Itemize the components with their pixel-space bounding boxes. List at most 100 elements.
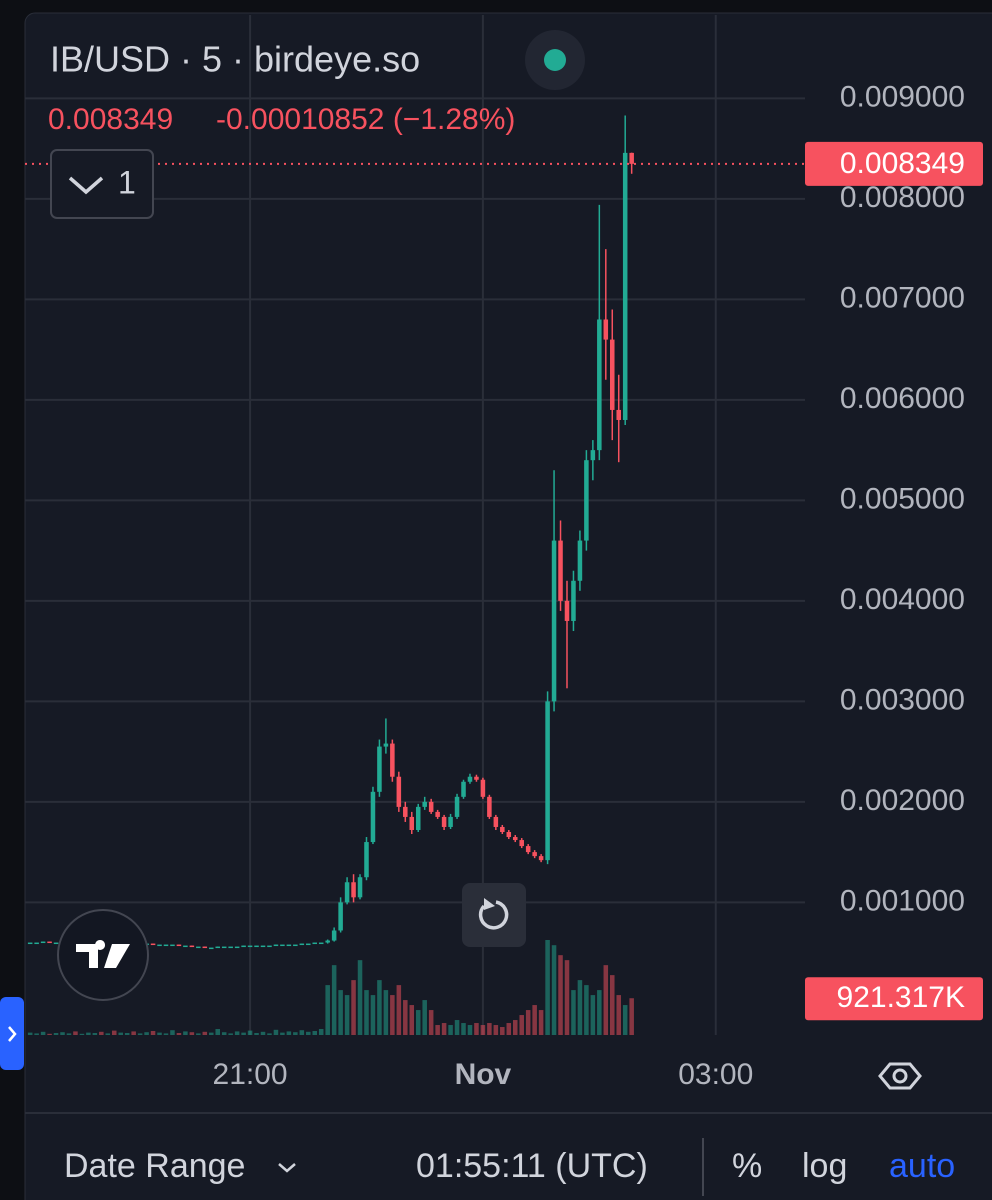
candle-body: [34, 942, 39, 945]
volume-bar: [92, 1033, 98, 1035]
axes: 0.001000 0.002000 0.003000 0.004000 0.005000…: [25, 80, 983, 1091]
candle-body: [525, 846, 531, 853]
candle-body: [209, 947, 214, 950]
volume-bar: [280, 1032, 285, 1035]
candle-body: [351, 882, 356, 898]
log-toggle[interactable]: log: [802, 1147, 847, 1185]
volume-bar: [209, 1032, 214, 1035]
date-range-button[interactable]: Date Range: [64, 1147, 245, 1185]
volume-bar: [461, 1023, 466, 1035]
candle-body: [428, 801, 434, 812]
volume-bar: [532, 1005, 537, 1035]
logo-glyph: [76, 940, 130, 968]
volume-bar: [338, 990, 343, 1035]
volume-bar: [221, 1032, 227, 1035]
candle-body: [312, 942, 318, 945]
volume-bar: [493, 1025, 499, 1035]
candle-body: [170, 944, 175, 947]
indicators-toggle[interactable]: [50, 149, 154, 219]
volume-bar: [312, 1031, 318, 1035]
candles: [27, 115, 634, 950]
status-dot: [544, 49, 566, 71]
volume-bar: [66, 1033, 72, 1035]
candle-body: [500, 826, 505, 833]
reset-button[interactable]: [462, 883, 526, 947]
y-tick-label: 0.008000: [840, 181, 965, 214]
volume-bar: [538, 1010, 544, 1035]
volume-bar: [487, 1023, 492, 1035]
candle-body: [228, 946, 233, 949]
candle-body: [338, 902, 343, 931]
candle-body: [221, 946, 227, 949]
volume-bar: [629, 998, 634, 1035]
candle-body: [571, 580, 576, 621]
volume-bar: [571, 990, 576, 1035]
settings-icon[interactable]: [878, 1062, 922, 1090]
candle-body: [364, 842, 369, 878]
volume-bar: [467, 1025, 473, 1035]
volume-bar: [390, 995, 395, 1035]
symbol-title: IB/USD · 5 · birdeye.so: [50, 39, 420, 80]
volume-bar: [267, 1033, 272, 1035]
candle-body: [280, 944, 285, 947]
side-handle[interactable]: [0, 997, 24, 1070]
candle-body: [441, 816, 447, 827]
volume-bar: [428, 1010, 434, 1035]
volume-bar: [189, 1032, 195, 1035]
auto-toggle[interactable]: auto: [889, 1147, 955, 1185]
clock: 01:55:11 (UTC): [416, 1147, 648, 1185]
candle-body: [480, 779, 486, 797]
percent-toggle[interactable]: %: [732, 1147, 762, 1185]
candle-body: [254, 945, 259, 948]
volume-bar: [564, 960, 570, 1035]
volume-bar: [99, 1031, 104, 1035]
candle-body: [603, 319, 609, 340]
volume-bar: [53, 1033, 59, 1035]
reset-arrow: [484, 898, 495, 910]
volume-bar: [325, 985, 330, 1035]
y-tick-label: 0.001000: [840, 884, 965, 917]
volume-bar: [124, 1033, 130, 1035]
volume-pane: [27, 940, 634, 1035]
volume-bar: [610, 975, 615, 1035]
volume-bar: [247, 1030, 253, 1035]
volume-bar: [519, 1015, 524, 1035]
candle-body: [325, 940, 330, 943]
volume-bar: [60, 1032, 65, 1035]
volume-bar: [150, 1031, 156, 1035]
candle-body: [377, 746, 382, 792]
y-tick-label: 0.009000: [840, 80, 965, 113]
candle-body: [40, 941, 46, 944]
volume-bar: [137, 1033, 143, 1035]
volume-bar: [474, 1023, 479, 1035]
x-tick-label: 03:00: [678, 1058, 753, 1091]
volume-bar: [383, 990, 389, 1035]
tradingview-logo[interactable]: [57, 909, 149, 1001]
reset-icon: [478, 900, 509, 930]
volume-bar: [241, 1032, 246, 1035]
volume-tag: [805, 977, 983, 1021]
volume-bar: [370, 995, 376, 1035]
candle-body: [435, 811, 440, 817]
candle-body: [616, 409, 621, 420]
y-tick-label: 0.007000: [840, 281, 965, 314]
candle-body: [150, 943, 156, 946]
candle-body: [474, 776, 479, 780]
candle-body: [383, 743, 389, 747]
volume-bar: [111, 1030, 117, 1035]
volume-bar: [506, 1023, 512, 1035]
candle-body: [551, 540, 557, 702]
volume-bar: [480, 1025, 486, 1035]
candle-body: [545, 701, 550, 861]
volume-bar: [34, 1033, 39, 1035]
candle-body: [422, 801, 427, 807]
volume-bar: [228, 1033, 233, 1035]
candle-body: [196, 946, 201, 949]
last-price-tag-label: 0.008349: [840, 147, 965, 180]
candle-body: [461, 781, 466, 797]
x-tick-label: Nov: [455, 1058, 512, 1091]
handle-chevron: [8, 1026, 17, 1042]
settings-icon-center: [892, 1068, 908, 1084]
